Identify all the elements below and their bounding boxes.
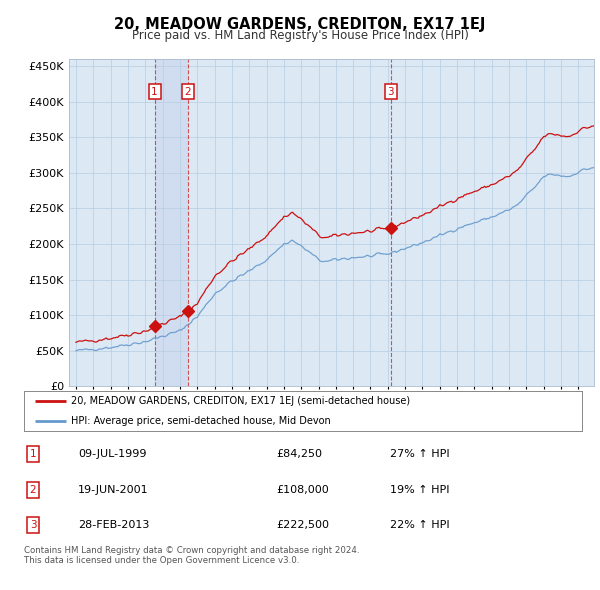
Bar [155,59,188,386]
Text: £108,000: £108,000 [276,485,329,494]
Text: 2: 2 [29,485,37,494]
Text: 3: 3 [387,87,394,97]
Text: 20, MEADOW GARDENS, CREDITON, EX17 1EJ: 20, MEADOW GARDENS, CREDITON, EX17 1EJ [115,17,485,31]
Text: HPI: Average price, semi-detached house, Mid Devon: HPI: Average price, semi-detached house,… [71,416,331,425]
Text: 1: 1 [29,450,37,459]
Text: 19-JUN-2001: 19-JUN-2001 [78,485,149,494]
Text: 22% ↑ HPI: 22% ↑ HPI [390,520,449,530]
Text: Price paid vs. HM Land Registry's House Price Index (HPI): Price paid vs. HM Land Registry's House … [131,30,469,42]
Text: £84,250: £84,250 [276,450,322,459]
Text: 2: 2 [185,87,191,97]
Text: Contains HM Land Registry data © Crown copyright and database right 2024.
This d: Contains HM Land Registry data © Crown c… [24,546,359,565]
Text: 19% ↑ HPI: 19% ↑ HPI [390,485,449,494]
Text: 09-JUL-1999: 09-JUL-1999 [78,450,146,459]
Text: £222,500: £222,500 [276,520,329,530]
Text: 28-FEB-2013: 28-FEB-2013 [78,520,149,530]
Text: 3: 3 [29,520,37,530]
Text: 1: 1 [151,87,158,97]
Text: 20, MEADOW GARDENS, CREDITON, EX17 1EJ (semi-detached house): 20, MEADOW GARDENS, CREDITON, EX17 1EJ (… [71,396,410,407]
Text: 27% ↑ HPI: 27% ↑ HPI [390,450,449,459]
